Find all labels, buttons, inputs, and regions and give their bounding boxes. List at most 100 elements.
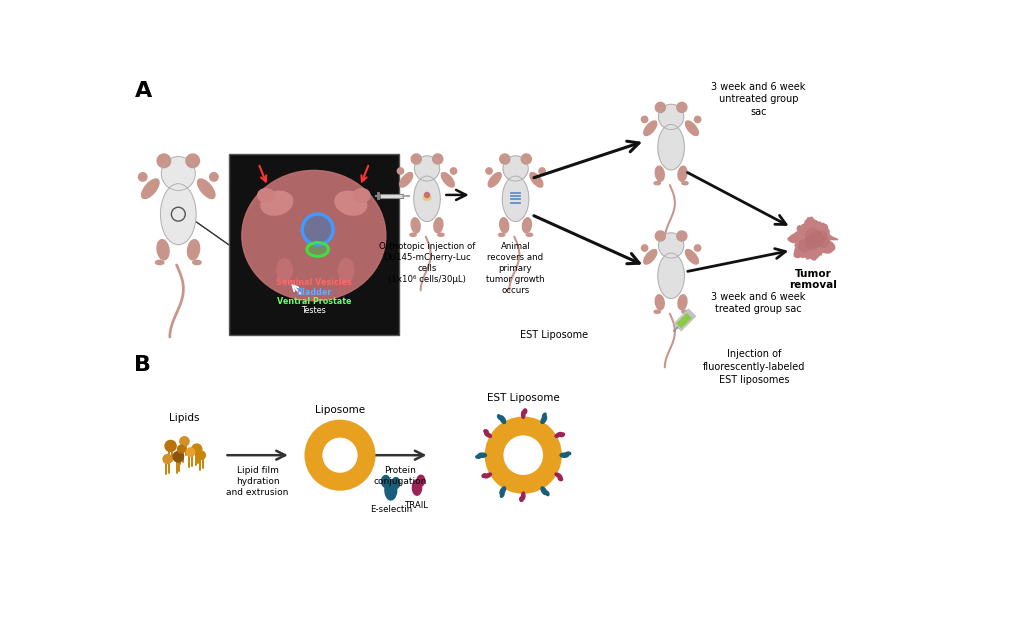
Circle shape [655,102,666,112]
Circle shape [302,214,333,245]
Polygon shape [484,473,492,478]
Polygon shape [500,416,506,423]
Ellipse shape [156,260,164,265]
Text: 3 week and 6 week
treated group sac: 3 week and 6 week treated group sac [711,291,806,314]
Polygon shape [385,479,396,500]
Text: EST Liposome: EST Liposome [520,329,588,340]
Ellipse shape [665,120,678,127]
Text: Protein
conjugation: Protein conjugation [374,466,427,486]
Circle shape [177,445,185,453]
Ellipse shape [682,310,688,313]
Polygon shape [560,433,564,437]
Polygon shape [560,453,568,457]
Circle shape [165,441,176,452]
Polygon shape [484,433,492,437]
Ellipse shape [441,173,455,187]
Text: E-selectin: E-selectin [370,505,412,514]
Polygon shape [546,491,549,495]
Text: Seminal Vesicles: Seminal Vesicles [275,278,351,288]
Ellipse shape [509,171,522,178]
Circle shape [138,173,147,181]
Circle shape [503,156,528,181]
Circle shape [412,154,421,164]
Text: Liposome: Liposome [315,405,366,415]
Circle shape [806,238,815,247]
Circle shape [694,245,700,251]
Circle shape [157,154,171,168]
Text: Lipids: Lipids [169,413,200,423]
Circle shape [521,154,531,164]
FancyBboxPatch shape [229,154,398,335]
Circle shape [818,237,828,247]
Polygon shape [558,477,562,481]
Text: EST Liposome: EST Liposome [486,393,560,403]
Ellipse shape [654,310,660,313]
Ellipse shape [657,125,684,170]
Ellipse shape [399,173,413,187]
Ellipse shape [655,295,665,310]
Circle shape [433,154,442,164]
Circle shape [180,437,189,446]
Text: Tumor
removal: Tumor removal [790,269,838,291]
Text: Animal
recovers and
primary
tumor growth
occurs: Animal recovers and primary tumor growth… [486,242,545,295]
Ellipse shape [488,173,501,187]
Polygon shape [565,452,570,455]
Text: Testes: Testes [301,306,327,315]
Circle shape [425,193,429,197]
Ellipse shape [654,181,660,184]
Ellipse shape [258,189,274,202]
Circle shape [658,104,684,130]
Ellipse shape [434,218,442,233]
Ellipse shape [437,233,444,236]
Ellipse shape [412,218,420,233]
Ellipse shape [261,191,293,215]
Polygon shape [482,474,486,478]
Polygon shape [555,433,562,437]
Polygon shape [520,497,523,502]
Ellipse shape [503,176,528,222]
Text: B: B [134,355,152,375]
Text: 3 week and 6 week
untreated group
sac: 3 week and 6 week untreated group sac [711,82,806,117]
Circle shape [817,231,826,241]
Ellipse shape [169,177,187,187]
Text: Injection of
fluorescently-labeled
EST liposomes: Injection of fluorescently-labeled EST l… [703,349,806,384]
Circle shape [397,168,403,174]
Ellipse shape [499,233,505,236]
Text: TRAIL: TRAIL [406,500,429,510]
Circle shape [321,435,359,475]
Circle shape [451,168,457,174]
Ellipse shape [678,166,687,181]
Polygon shape [543,413,546,418]
Polygon shape [382,476,390,487]
Ellipse shape [276,259,292,282]
Text: Lipid film
hydration
and extrusion: Lipid film hydration and extrusion [226,466,289,497]
Circle shape [641,116,648,123]
Polygon shape [521,411,525,418]
Ellipse shape [526,233,532,236]
Polygon shape [498,415,501,420]
Ellipse shape [141,179,159,199]
Circle shape [658,233,684,258]
Ellipse shape [657,253,684,299]
FancyBboxPatch shape [380,194,403,197]
Polygon shape [413,480,422,495]
Ellipse shape [644,121,656,136]
Ellipse shape [353,189,370,202]
Circle shape [539,168,545,174]
Polygon shape [392,478,399,489]
Ellipse shape [423,195,431,201]
Circle shape [799,239,811,252]
Ellipse shape [187,239,200,260]
Ellipse shape [198,179,215,199]
Polygon shape [501,492,504,497]
Circle shape [485,168,493,174]
Ellipse shape [307,242,329,256]
Text: Orthotopic injection of
DU145-mCherry-Luc
cells
(1x10⁶ cells/30μL): Orthotopic injection of DU145-mCherry-Lu… [379,242,475,284]
Ellipse shape [157,239,169,260]
Polygon shape [555,473,562,478]
Ellipse shape [678,295,687,310]
Text: A: A [134,81,152,101]
Ellipse shape [655,166,665,181]
Ellipse shape [685,121,698,136]
Circle shape [191,444,202,454]
